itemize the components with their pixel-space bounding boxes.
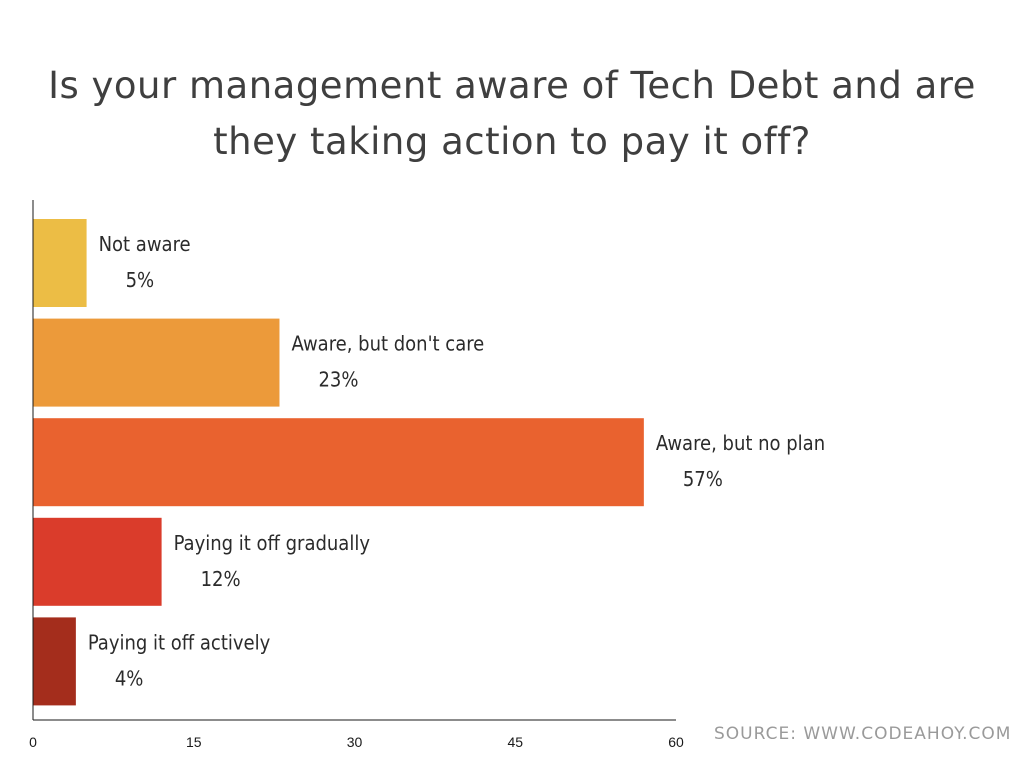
bars-layer	[33, 219, 644, 706]
bar-value-label: 4%	[115, 666, 144, 690]
bar-value-label: 12%	[201, 567, 241, 591]
bar-5	[33, 617, 76, 706]
bar-value-label: 23%	[318, 368, 358, 392]
bar-category-label: Not aware	[99, 232, 191, 256]
bar-2	[33, 318, 280, 407]
x-tick-label: 0	[29, 734, 37, 750]
bar-category-label: Aware, but don't care	[291, 332, 484, 356]
labels-layer: Not aware 5% Aware, but don't care 23% Aware…	[88, 232, 825, 690]
bar-category-label: Paying it off actively	[88, 630, 271, 654]
x-tick-label: 30	[347, 734, 363, 750]
x-tick-label: 60	[668, 734, 684, 750]
x-tick-label: 15	[186, 734, 202, 750]
bar-1	[33, 219, 87, 307]
chart-title: Is your management aware of Tech Debt an…	[48, 64, 976, 163]
bar-category-label: Aware, but no plan	[656, 431, 825, 455]
bar-value-label: 5%	[126, 268, 155, 292]
bar-4	[33, 517, 162, 606]
bar-category-label: Paying it off gradually	[174, 531, 371, 555]
x-tick-label: 45	[507, 734, 523, 750]
bar-3	[33, 418, 644, 507]
axes-layer: 0 15 30 45 60	[29, 200, 684, 750]
source-note: SOURCE: WWW.CODEAHOY.COM	[714, 724, 1012, 744]
bar-value-label: 57%	[683, 467, 723, 491]
